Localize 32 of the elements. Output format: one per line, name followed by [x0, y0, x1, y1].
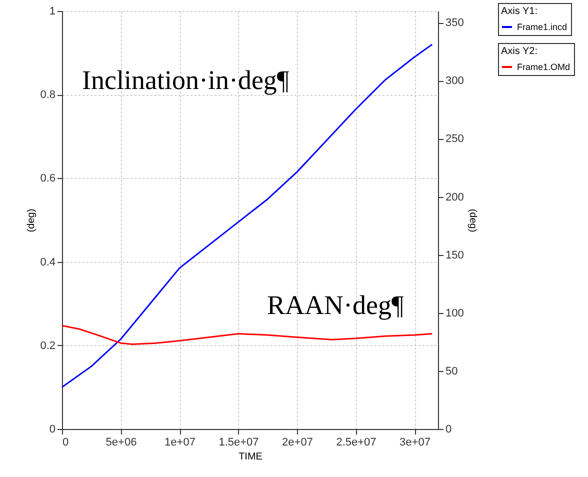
- y2-axis-title: (deg): [466, 208, 478, 232]
- line-series: [61, 324, 433, 345]
- y-tick-label: 0.4: [40, 256, 56, 268]
- legend-label: Frame1.OMd: [517, 62, 570, 72]
- y2-tick-label: 250: [446, 133, 464, 146]
- y-tick-label: 0.2: [40, 340, 56, 352]
- y2-tick-label: 100: [446, 307, 464, 320]
- y-tick-label: 1: [49, 6, 56, 18]
- line-series: [61, 44, 433, 388]
- x-axis-title: TIME: [238, 452, 263, 462]
- x-tick-label: 1.5e+07: [218, 436, 259, 448]
- text: Axis Y1:: [501, 6, 538, 17]
- annotation: Inclination·in·deg¶: [82, 65, 290, 95]
- x-tick-label: 2e+07: [282, 436, 313, 448]
- y-axis-title: (deg): [26, 208, 38, 232]
- annotation: RAAN·deg¶: [267, 290, 404, 320]
- x-tick-label: 0: [62, 436, 69, 448]
- y2-tick-label: 200: [446, 191, 464, 204]
- y2-tick-label: 50: [446, 365, 458, 378]
- y-tick-label: 0: [49, 424, 56, 436]
- y-tick-label: 0.8: [40, 89, 56, 102]
- y-tick-label: 0.6: [40, 172, 56, 185]
- text: Axis Y2:: [501, 46, 538, 57]
- x-tick-label: 1e+07: [164, 436, 196, 448]
- y2-tick-label: 300: [446, 75, 464, 88]
- x-tick-label: 2.5e+07: [336, 436, 376, 448]
- y2-tick-label: 0: [446, 424, 452, 436]
- y2-tick-label: 350: [446, 17, 464, 30]
- y2-tick-label: 150: [446, 249, 464, 262]
- x-tick-label: 3e+07: [400, 436, 430, 448]
- legend-label: Frame1.incd: [517, 22, 568, 32]
- x-tick-label: 5e+06: [106, 436, 137, 448]
